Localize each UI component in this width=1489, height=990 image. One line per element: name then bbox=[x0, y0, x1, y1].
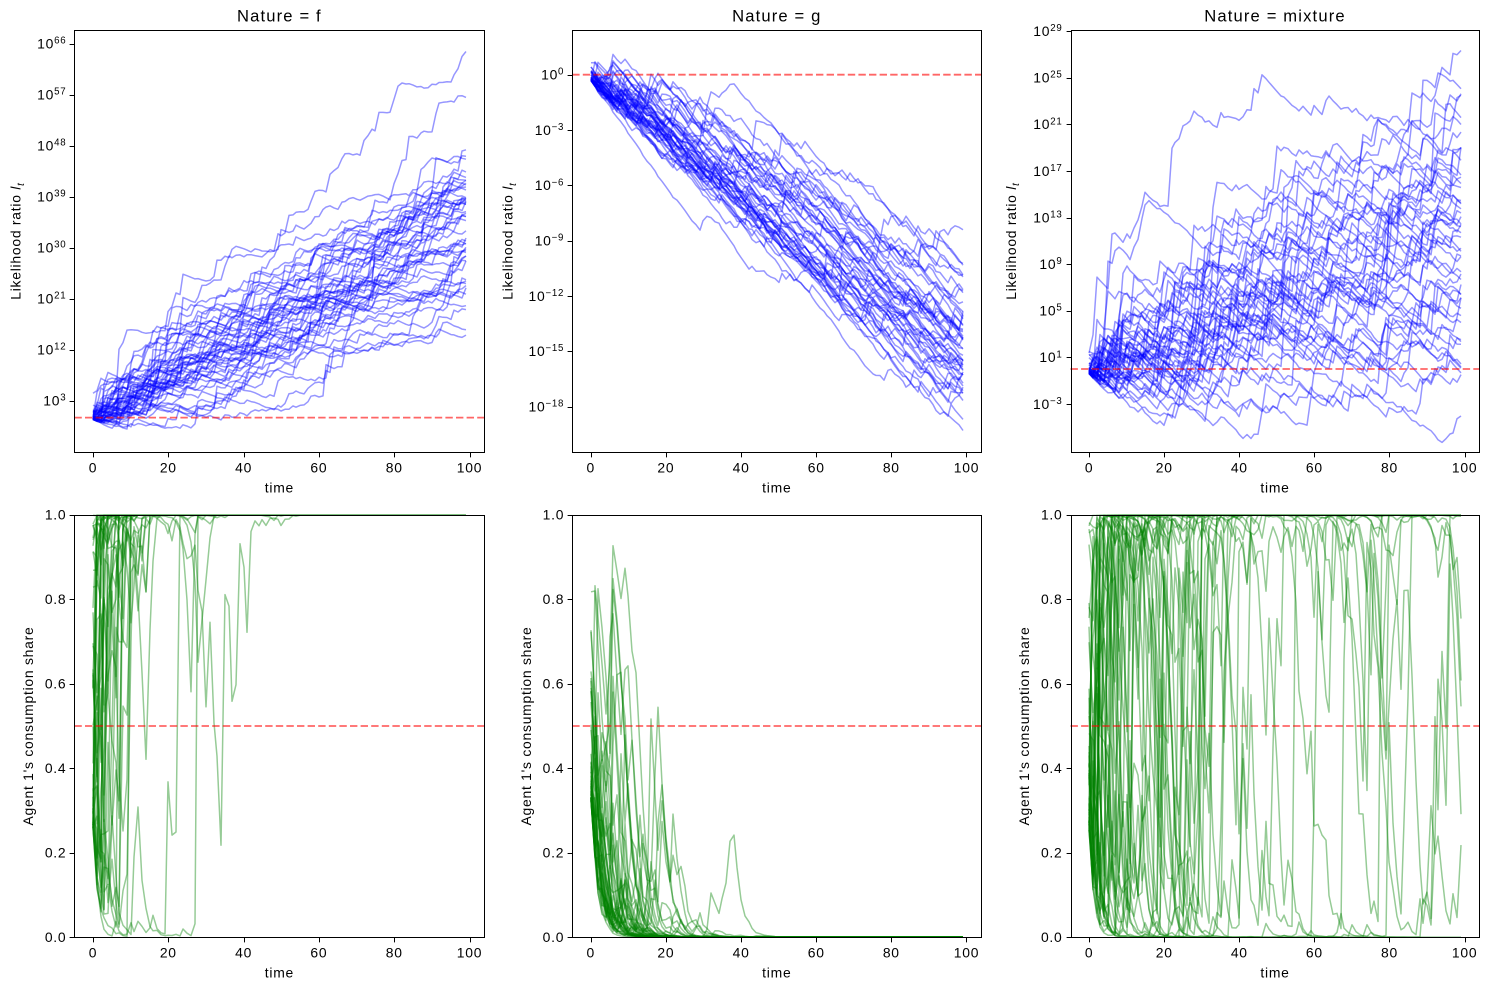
svg-text:Agent 1's consumption share: Agent 1's consumption share bbox=[20, 627, 36, 826]
svg-text:Nature = f: Nature = f bbox=[237, 7, 322, 26]
svg-text:60: 60 bbox=[808, 460, 825, 476]
svg-text:time: time bbox=[1260, 964, 1289, 980]
svg-text:1.0: 1.0 bbox=[45, 507, 67, 523]
svg-text:0.8: 0.8 bbox=[543, 591, 565, 607]
svg-text:1.0: 1.0 bbox=[543, 507, 565, 523]
svg-text:0.4: 0.4 bbox=[543, 760, 565, 776]
svg-text:0.0: 0.0 bbox=[45, 929, 67, 945]
svg-text:0.6: 0.6 bbox=[543, 676, 565, 692]
svg-text:100: 100 bbox=[541, 67, 564, 83]
svg-text:40: 40 bbox=[733, 460, 750, 476]
svg-text:0.8: 0.8 bbox=[45, 591, 67, 607]
svg-text:0.8: 0.8 bbox=[1041, 591, 1063, 607]
svg-text:1.0: 1.0 bbox=[1041, 507, 1063, 523]
svg-text:80: 80 bbox=[386, 460, 403, 476]
svg-text:100: 100 bbox=[457, 460, 482, 476]
svg-text:100: 100 bbox=[1452, 460, 1477, 476]
svg-text:40: 40 bbox=[235, 460, 252, 476]
svg-text:103: 103 bbox=[43, 393, 66, 409]
svg-text:0: 0 bbox=[587, 945, 595, 961]
svg-text:time: time bbox=[1260, 479, 1289, 495]
svg-text:80: 80 bbox=[883, 945, 900, 961]
svg-text:0.0: 0.0 bbox=[543, 929, 565, 945]
svg-text:0: 0 bbox=[1085, 945, 1093, 961]
svg-text:0.0: 0.0 bbox=[1041, 929, 1063, 945]
svg-text:0.2: 0.2 bbox=[1041, 845, 1063, 861]
svg-text:Agent 1's consumption share: Agent 1's consumption share bbox=[518, 627, 534, 826]
svg-text:0: 0 bbox=[89, 460, 97, 476]
svg-text:109: 109 bbox=[1039, 256, 1062, 272]
svg-text:0.2: 0.2 bbox=[543, 845, 565, 861]
svg-text:80: 80 bbox=[1381, 945, 1398, 961]
svg-text:101: 101 bbox=[1039, 349, 1062, 365]
svg-text:20: 20 bbox=[1156, 945, 1173, 961]
svg-text:80: 80 bbox=[883, 460, 900, 476]
svg-text:Likelihood ratio lt: Likelihood ratio lt bbox=[500, 182, 519, 300]
svg-text:0.4: 0.4 bbox=[1041, 760, 1063, 776]
svg-text:time: time bbox=[762, 964, 791, 980]
svg-text:100: 100 bbox=[954, 460, 979, 476]
svg-text:time: time bbox=[265, 479, 294, 495]
svg-text:0.4: 0.4 bbox=[45, 760, 67, 776]
svg-text:20: 20 bbox=[657, 460, 674, 476]
svg-text:Likelihood ratio lt: Likelihood ratio lt bbox=[8, 182, 27, 300]
svg-text:40: 40 bbox=[733, 945, 750, 961]
svg-text:0.6: 0.6 bbox=[45, 676, 67, 692]
svg-text:100: 100 bbox=[954, 945, 979, 961]
svg-text:80: 80 bbox=[1381, 460, 1398, 476]
svg-text:Likelihood ratio lt: Likelihood ratio lt bbox=[1003, 182, 1022, 300]
svg-text:20: 20 bbox=[160, 460, 177, 476]
svg-text:Nature = g: Nature = g bbox=[732, 7, 821, 26]
svg-text:Agent 1's consumption share: Agent 1's consumption share bbox=[1016, 627, 1032, 826]
svg-text:60: 60 bbox=[1306, 945, 1323, 961]
svg-text:60: 60 bbox=[808, 945, 825, 961]
svg-text:60: 60 bbox=[1306, 460, 1323, 476]
svg-text:105: 105 bbox=[1039, 303, 1062, 319]
svg-text:20: 20 bbox=[1156, 460, 1173, 476]
svg-text:0: 0 bbox=[1085, 460, 1093, 476]
svg-text:40: 40 bbox=[1231, 460, 1248, 476]
svg-text:100: 100 bbox=[457, 945, 482, 961]
svg-text:0: 0 bbox=[587, 460, 595, 476]
svg-text:100: 100 bbox=[1452, 945, 1477, 961]
svg-text:time: time bbox=[762, 479, 791, 495]
svg-text:60: 60 bbox=[310, 945, 327, 961]
svg-text:20: 20 bbox=[657, 945, 674, 961]
svg-text:0.2: 0.2 bbox=[45, 845, 67, 861]
svg-text:60: 60 bbox=[310, 460, 327, 476]
svg-text:40: 40 bbox=[1231, 945, 1248, 961]
svg-text:80: 80 bbox=[386, 945, 403, 961]
svg-text:Nature = mixture: Nature = mixture bbox=[1204, 7, 1346, 26]
svg-text:0: 0 bbox=[89, 945, 97, 961]
svg-text:time: time bbox=[265, 964, 294, 980]
svg-text:20: 20 bbox=[160, 945, 177, 961]
svg-text:40: 40 bbox=[235, 945, 252, 961]
svg-text:0.6: 0.6 bbox=[1041, 676, 1063, 692]
